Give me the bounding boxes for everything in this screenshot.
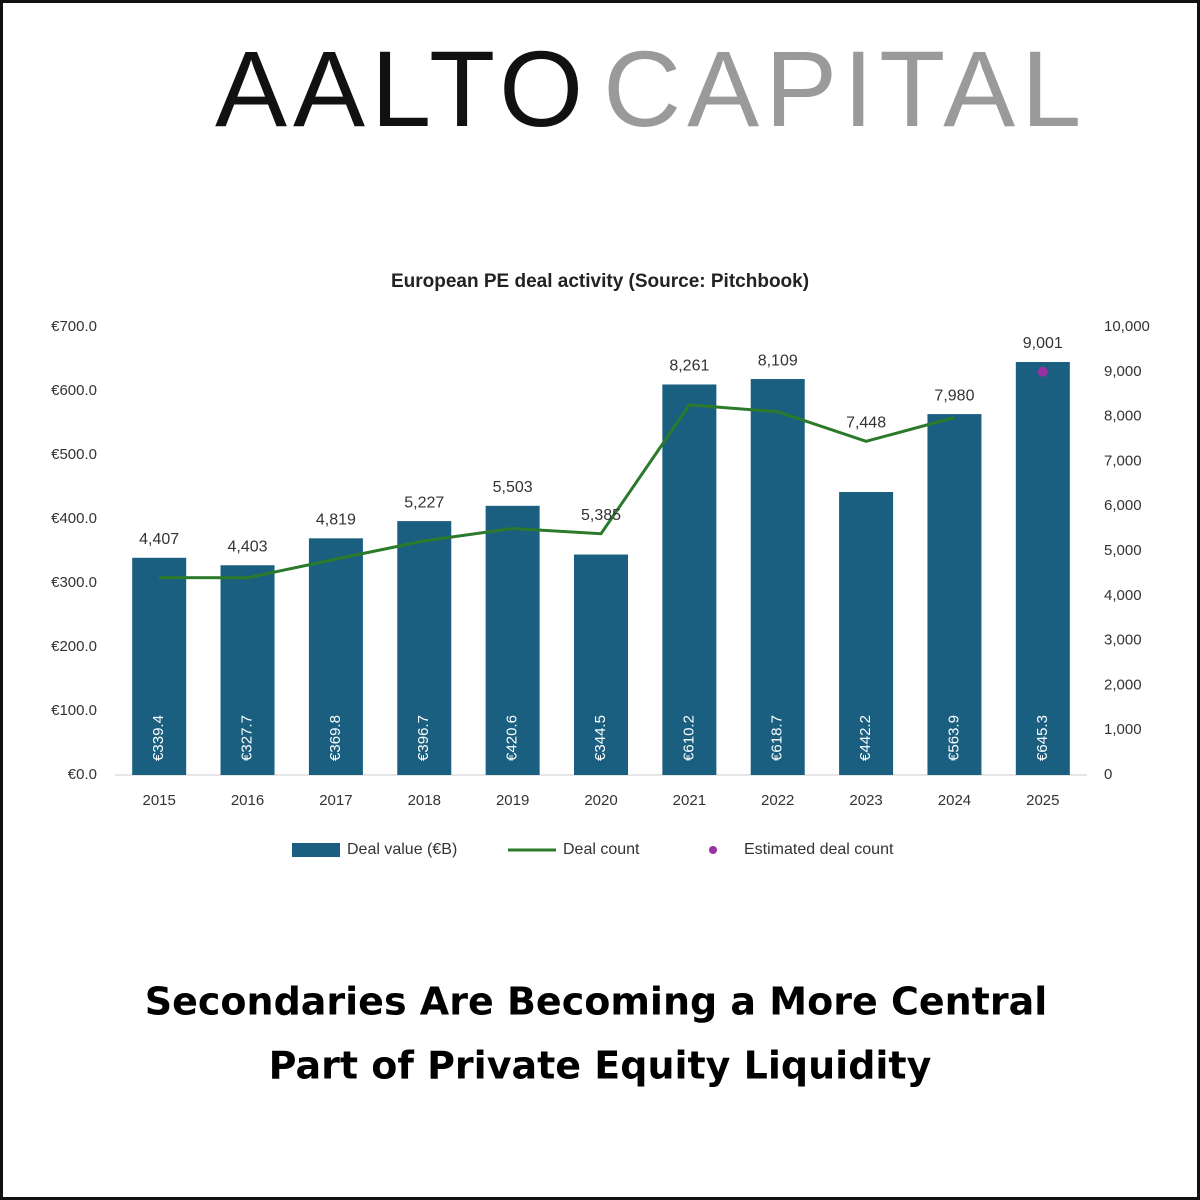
data-label: 4,407 [139,531,179,548]
line [159,403,955,580]
data-label: 7,980 [934,387,974,404]
legend-swatch [709,846,717,854]
legend-label: Estimated deal count [744,841,894,858]
x-tick-label: 2025 [1026,792,1059,809]
headline-line: Part of Private Equity Liquidity [269,1044,932,1088]
data-label: 8,261 [669,358,709,375]
chart-title: European PE deal activity (Source: Pitch… [391,271,809,292]
legend-label: Deal value (€B) [347,841,457,858]
y2-tick-label: 7,000 [1104,452,1142,469]
bar-value-label: €396.7 [415,715,432,761]
bar [574,554,628,775]
y2-tick-label: 9,000 [1104,363,1142,380]
y-tick-label: €100.0 [51,702,97,719]
x-tick-label: 2022 [761,792,794,809]
bar-value-label: €618.7 [769,715,786,761]
y-tick-label: €500.0 [51,446,97,463]
x-tick-label: 2020 [584,792,617,809]
x-tick-label: 2021 [673,792,706,809]
data-label: 5,503 [493,479,533,496]
bar [220,565,275,775]
bar-value-label: €339.4 [150,715,167,761]
brand-second: CAPITAL [603,28,1087,149]
bar [397,521,452,775]
bar [308,538,363,775]
data-label: 5,227 [404,494,444,511]
bar-value-label: €369.8 [327,715,344,761]
y-tick-label: €0.0 [68,766,97,783]
bar-value-label: €645.3 [1034,715,1051,761]
headline-line: Secondaries Are Becoming a More Central [145,980,1048,1024]
x-tick-label: 2018 [408,792,441,809]
bar [1015,362,1070,775]
bar-value-label: €420.6 [504,715,521,761]
y-tick-label: €400.0 [51,510,97,527]
bar-value-label: €344.5 [592,715,609,761]
point [1037,366,1048,377]
y2-tick-label: 10,000 [1104,318,1150,335]
legend-swatch [292,843,340,857]
brand-logo: AALTO CAPITAL [215,28,1087,149]
data-label: 9,001 [1023,335,1063,352]
data-label: 8,109 [758,352,798,369]
bar [927,414,982,775]
x-tick-label: 2017 [319,792,352,809]
bar-value-label: €327.7 [239,715,256,761]
bar [750,379,805,775]
y2-tick-label: 8,000 [1104,408,1142,425]
bar-value-label: €442.2 [857,715,874,761]
data-label: 5,385 [581,507,621,524]
legend-label: Deal count [563,841,640,858]
x-tick-label: 2024 [938,792,971,809]
x-tick-label: 2015 [142,792,175,809]
y2-tick-label: 0 [1104,766,1112,783]
y2-tick-label: 4,000 [1104,587,1142,604]
y2-tick-label: 3,000 [1104,632,1142,649]
y2-tick-label: 6,000 [1104,497,1142,514]
data-label: 4,403 [228,538,268,555]
x-tick-label: 2023 [849,792,882,809]
y-tick-label: €300.0 [51,574,97,591]
bar [132,557,187,775]
bar-value-label: €563.9 [945,715,962,761]
data-label: 4,819 [316,512,356,529]
y-tick-label: €600.0 [51,382,97,399]
brand-first: AALTO [215,28,589,149]
bar [662,384,717,775]
bar [485,505,540,775]
y-tick-label: €700.0 [51,318,97,335]
x-tick-label: 2019 [496,792,529,809]
data-label: 7,448 [846,415,886,432]
y-tick-label: €200.0 [51,638,97,655]
y2-tick-label: 2,000 [1104,676,1142,693]
y2-tick-label: 5,000 [1104,542,1142,559]
bar-value-label: €610.2 [680,715,697,761]
bar [839,491,894,775]
y2-tick-label: 1,000 [1104,721,1142,738]
x-tick-label: 2016 [231,792,264,809]
